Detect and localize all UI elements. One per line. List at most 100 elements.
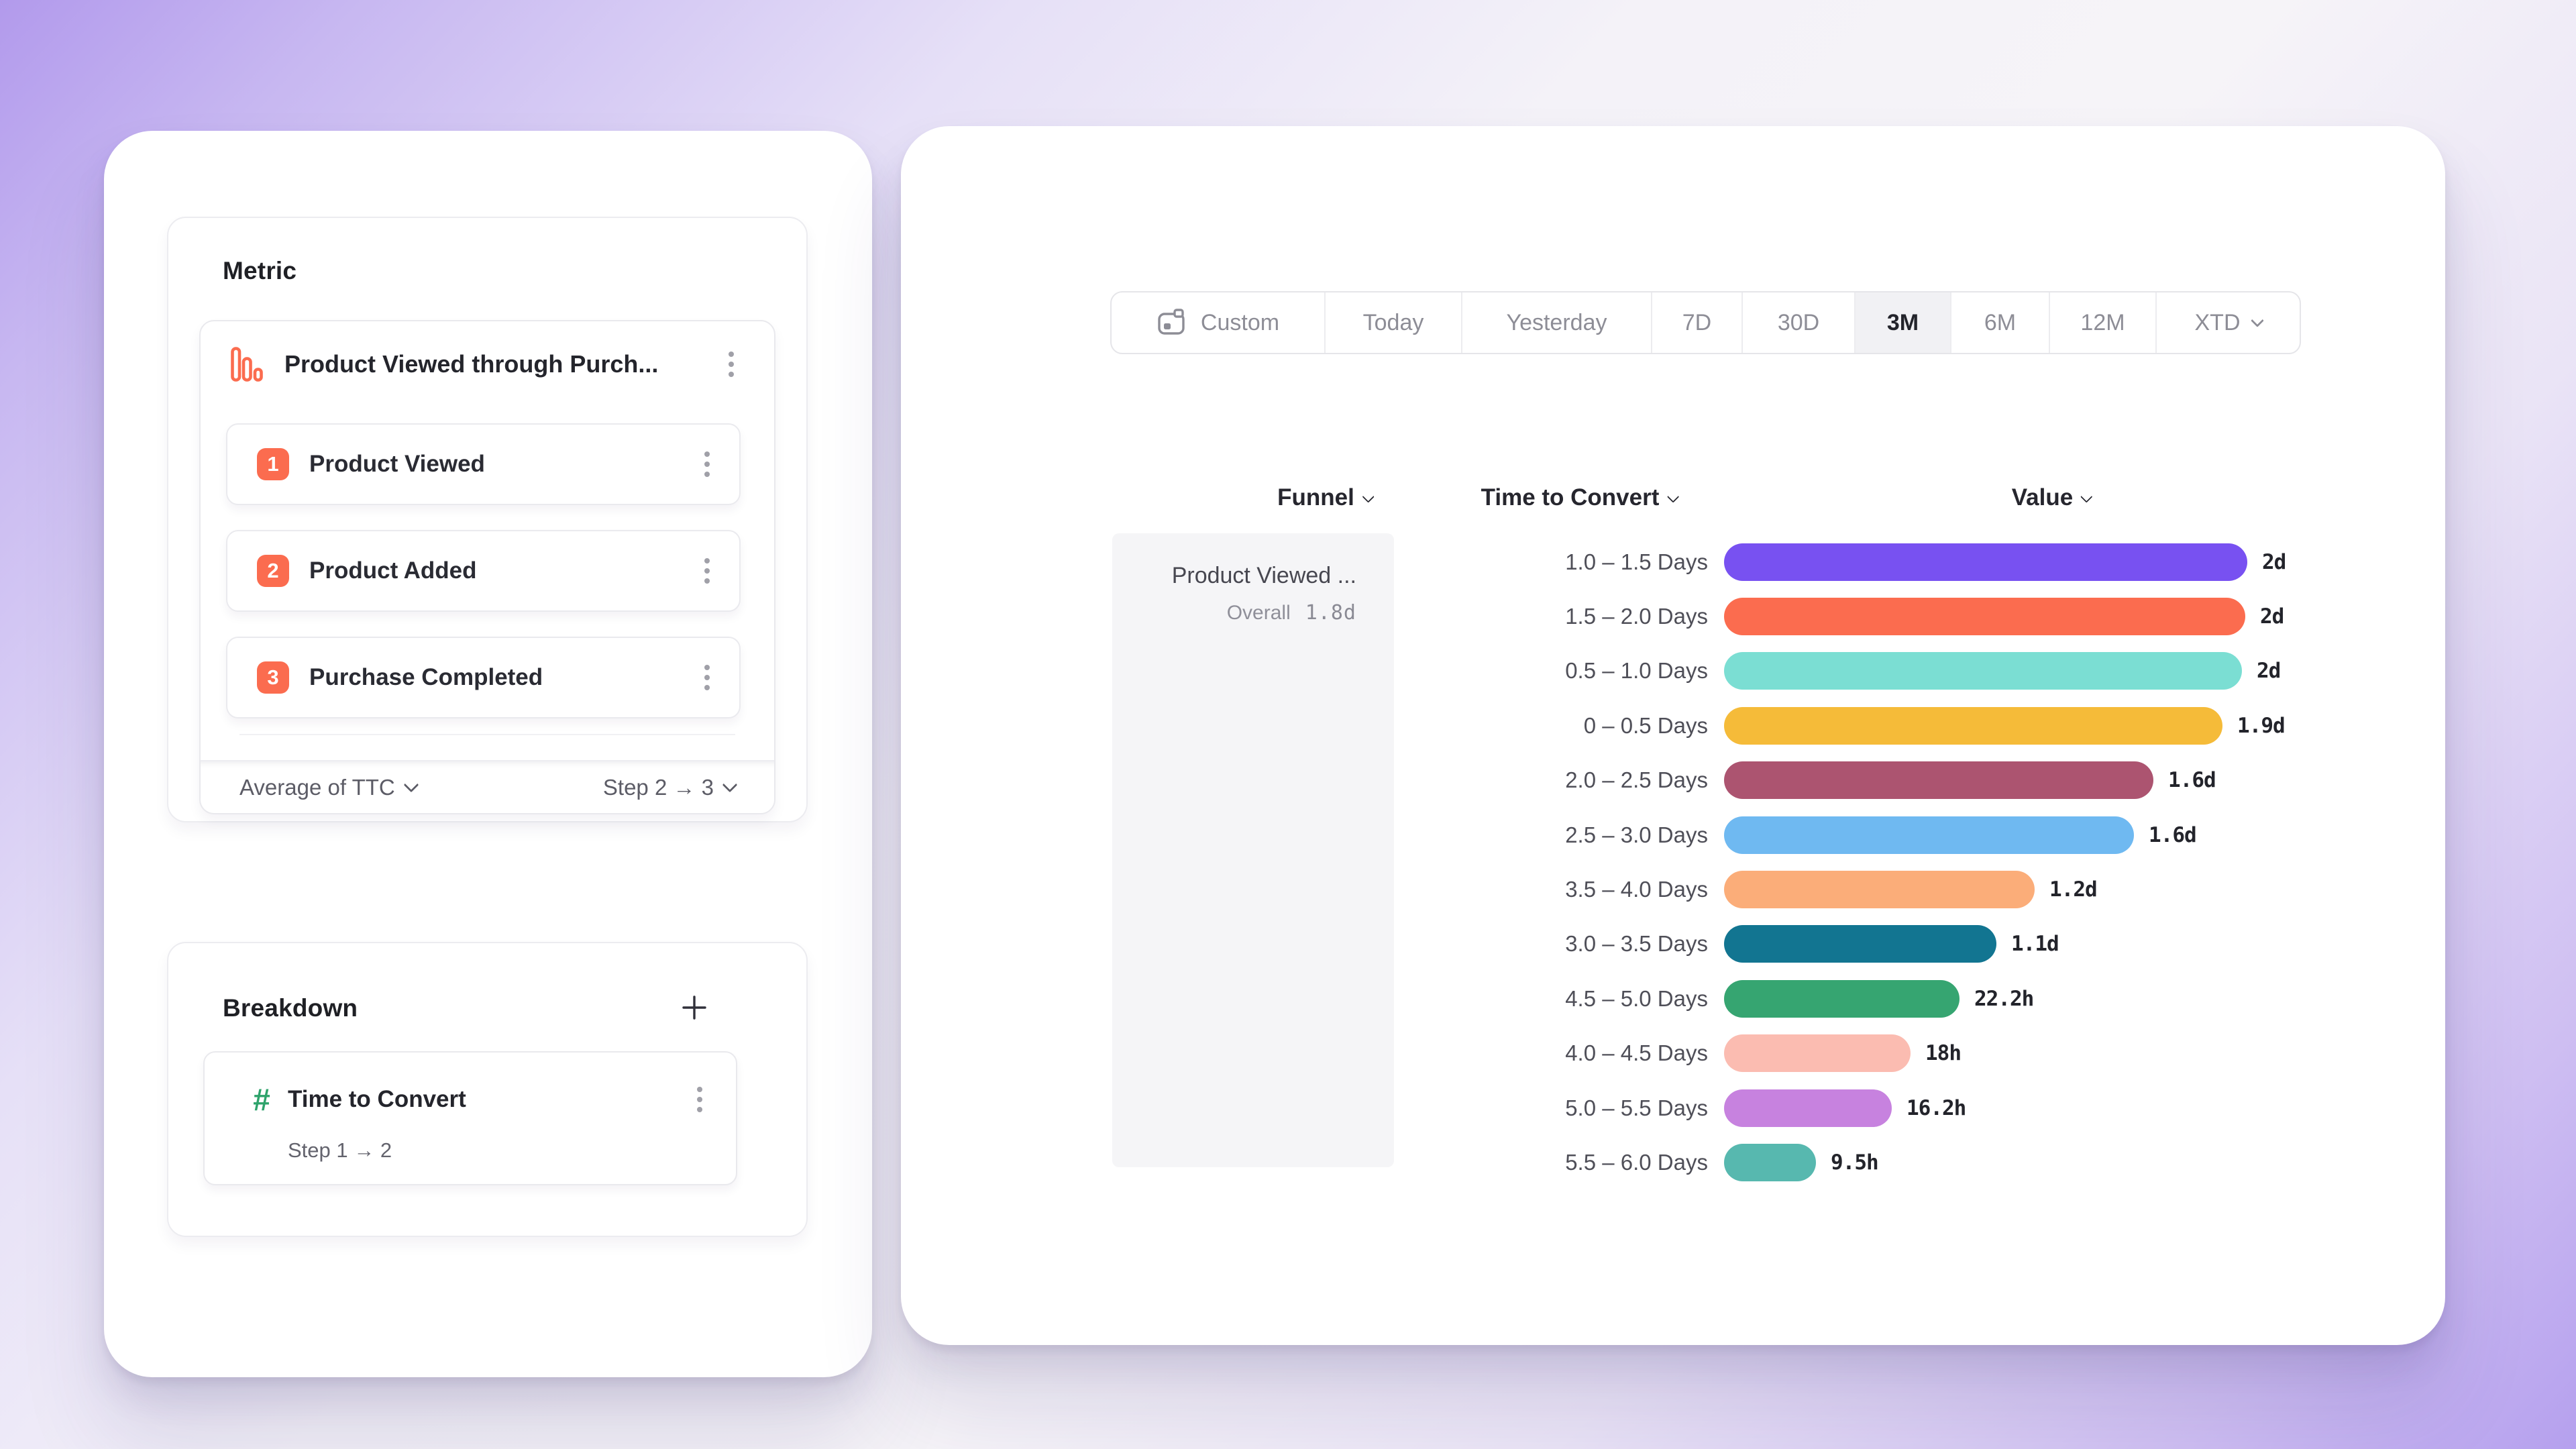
kebab-menu-icon[interactable] xyxy=(690,1080,709,1119)
column-header-label: Funnel xyxy=(1277,484,1354,511)
date-range-label: Yesterday xyxy=(1506,309,1607,335)
kebab-menu-icon[interactable] xyxy=(698,551,716,590)
date-range-yesterday[interactable]: Yesterday xyxy=(1461,292,1651,353)
add-breakdown-button[interactable] xyxy=(681,994,708,1024)
chart-row: 3.5 – 4.0 Days 1.2d xyxy=(901,862,2445,916)
date-range-picker: Custom Today Yesterday 7D 30D 3M 6M 12M XTD xyxy=(1110,291,2301,354)
date-range-label: 12M xyxy=(2080,309,2125,335)
bar-chart: 1.0 – 1.5 Days 2d 1.5 – 2.0 Days 2d 0.5 – 1.… xyxy=(901,535,2445,1190)
bucket-label: 4.5 – 5.0 Days xyxy=(1565,985,1708,1011)
chevron-down-icon xyxy=(1666,490,1680,503)
value-bar[interactable] xyxy=(1724,871,2035,909)
funnel-cell[interactable]: Product Viewed ... Overall 1.8d xyxy=(1112,533,1394,1167)
date-range-today[interactable]: Today xyxy=(1324,292,1461,353)
step-range-dropdown-label: Step 2 → 3 xyxy=(602,774,714,800)
bucket-label: 1.0 – 1.5 Days xyxy=(1565,549,1708,574)
step-number-badge: 1 xyxy=(257,448,289,480)
kebab-menu-icon[interactable] xyxy=(722,345,741,384)
value-label: 22.2h xyxy=(1974,986,2034,1011)
date-range-custom[interactable]: Custom xyxy=(1112,292,1324,353)
overall-value: 1.8d xyxy=(1305,601,1356,625)
column-header-label: Value xyxy=(2011,484,2074,511)
funnel-step-row[interactable]: 3 Purchase Completed xyxy=(226,637,741,718)
bucket-label: 5.0 – 5.5 Days xyxy=(1565,1095,1708,1120)
value-bar[interactable] xyxy=(1724,1034,1911,1073)
chart-row: 4.5 – 5.0 Days 22.2h xyxy=(901,971,2445,1026)
date-range-30d[interactable]: 30D xyxy=(1741,292,1854,353)
value-label: 18h xyxy=(1925,1041,1962,1066)
value-label: 1.2d xyxy=(2049,877,2098,902)
funnel-step-row[interactable]: 2 Product Added xyxy=(226,530,741,612)
funnel-step-row[interactable]: 1 Product Viewed xyxy=(226,423,741,505)
funnel-bars-icon xyxy=(231,347,263,382)
chart-row: 1.5 – 2.0 Days 2d xyxy=(901,589,2445,643)
numeric-property-icon: # xyxy=(253,1082,270,1117)
value-label: 1.6d xyxy=(2168,768,2216,793)
overall-label: Overall xyxy=(1226,602,1291,624)
breakdown-item-subtitle: Step 1 → 2 xyxy=(288,1138,392,1162)
date-range-label: 30D xyxy=(1777,309,1820,335)
chevron-down-icon xyxy=(403,777,419,792)
value-bar[interactable] xyxy=(1724,925,1996,963)
step-number-badge: 3 xyxy=(257,661,289,694)
date-range-6m[interactable]: 6M xyxy=(1950,292,2049,353)
metric-panel: Metric Product Viewed through Purch... 1… xyxy=(167,217,808,822)
funnel-metric-card[interactable]: Product Viewed through Purch... 1 Product… xyxy=(199,320,775,814)
metric-section-title: Metric xyxy=(223,257,297,284)
divider xyxy=(239,734,735,735)
value-bar[interactable] xyxy=(1724,979,1960,1018)
bucket-label: 2.5 – 3.0 Days xyxy=(1565,822,1708,847)
funnel-steps-list: 1 Product Viewed 2 Product Added 3 Purchase C… xyxy=(226,423,741,718)
date-range-3m[interactable]: 3M xyxy=(1854,292,1950,353)
value-bar[interactable] xyxy=(1724,1089,1892,1127)
date-range-label: Today xyxy=(1362,309,1424,335)
value-bar[interactable] xyxy=(1724,598,2245,636)
measurement-dropdown[interactable]: Average of TTC xyxy=(239,774,419,800)
breakdown-item-card[interactable]: # Time to Convert Step 1 → 2 xyxy=(203,1051,737,1185)
calendar-icon xyxy=(1158,309,1185,335)
bucket-label: 3.5 – 4.0 Days xyxy=(1565,877,1708,902)
bucket-label: 4.0 – 4.5 Days xyxy=(1565,1040,1708,1066)
bucket-label: 5.5 – 6.0 Days xyxy=(1565,1149,1708,1175)
kebab-menu-icon[interactable] xyxy=(698,445,716,484)
column-header-value[interactable]: Value xyxy=(2011,484,2093,511)
chevron-down-icon xyxy=(1362,490,1375,503)
metric-title: Product Viewed through Purch... xyxy=(284,350,659,378)
date-range-label: Custom xyxy=(1200,309,1280,335)
date-range-xtd[interactable]: XTD xyxy=(2155,292,2300,353)
value-label: 2d xyxy=(2260,604,2284,629)
breakdown-panel: Breakdown # Time to Convert Step 1 → 2 xyxy=(167,942,808,1237)
step-range-dropdown[interactable]: Step 2 → 3 xyxy=(602,774,738,800)
column-header-breakdown[interactable]: Time to Convert xyxy=(1481,484,1680,511)
date-range-label: XTD xyxy=(2194,309,2241,335)
column-header-label: Time to Convert xyxy=(1481,484,1660,511)
step-event-label: Purchase Completed xyxy=(309,664,543,690)
column-header-funnel[interactable]: Funnel xyxy=(1277,484,1375,511)
measurement-dropdown-label: Average of TTC xyxy=(239,774,395,800)
chevron-down-icon xyxy=(722,777,738,792)
value-bar[interactable] xyxy=(1724,1143,1816,1181)
value-bar[interactable] xyxy=(1724,543,2247,581)
chart-row: 1.0 – 1.5 Days 2d xyxy=(901,535,2445,589)
value-label: 1.6d xyxy=(2149,822,2197,847)
chart-card: Custom Today Yesterday 7D 30D 3M 6M 12M XTD Funn… xyxy=(901,126,2445,1345)
value-label: 2d xyxy=(2262,549,2286,574)
value-label: 16.2h xyxy=(1907,1095,1966,1120)
chevron-down-icon xyxy=(2250,314,2264,327)
value-bar[interactable] xyxy=(1724,652,2242,690)
plus-icon xyxy=(682,996,706,1020)
value-bar[interactable] xyxy=(1724,706,2222,745)
chart-row: 3.0 – 3.5 Days 1.1d xyxy=(901,917,2445,971)
bucket-label: 0 – 0.5 Days xyxy=(1583,712,1708,738)
chart-row: 4.0 – 4.5 Days 18h xyxy=(901,1026,2445,1081)
date-range-7d[interactable]: 7D xyxy=(1651,292,1741,353)
kebab-menu-icon[interactable] xyxy=(698,658,716,697)
date-range-12m[interactable]: 12M xyxy=(2049,292,2155,353)
value-label: 1.1d xyxy=(2011,932,2059,957)
chart-row: 0 – 0.5 Days 1.9d xyxy=(901,698,2445,753)
step-event-label: Product Viewed xyxy=(309,451,485,477)
breakdown-item-title: Time to Convert xyxy=(288,1086,466,1112)
value-bar[interactable] xyxy=(1724,816,2134,854)
chart-row: 0.5 – 1.0 Days 2d xyxy=(901,644,2445,698)
value-bar[interactable] xyxy=(1724,761,2153,800)
